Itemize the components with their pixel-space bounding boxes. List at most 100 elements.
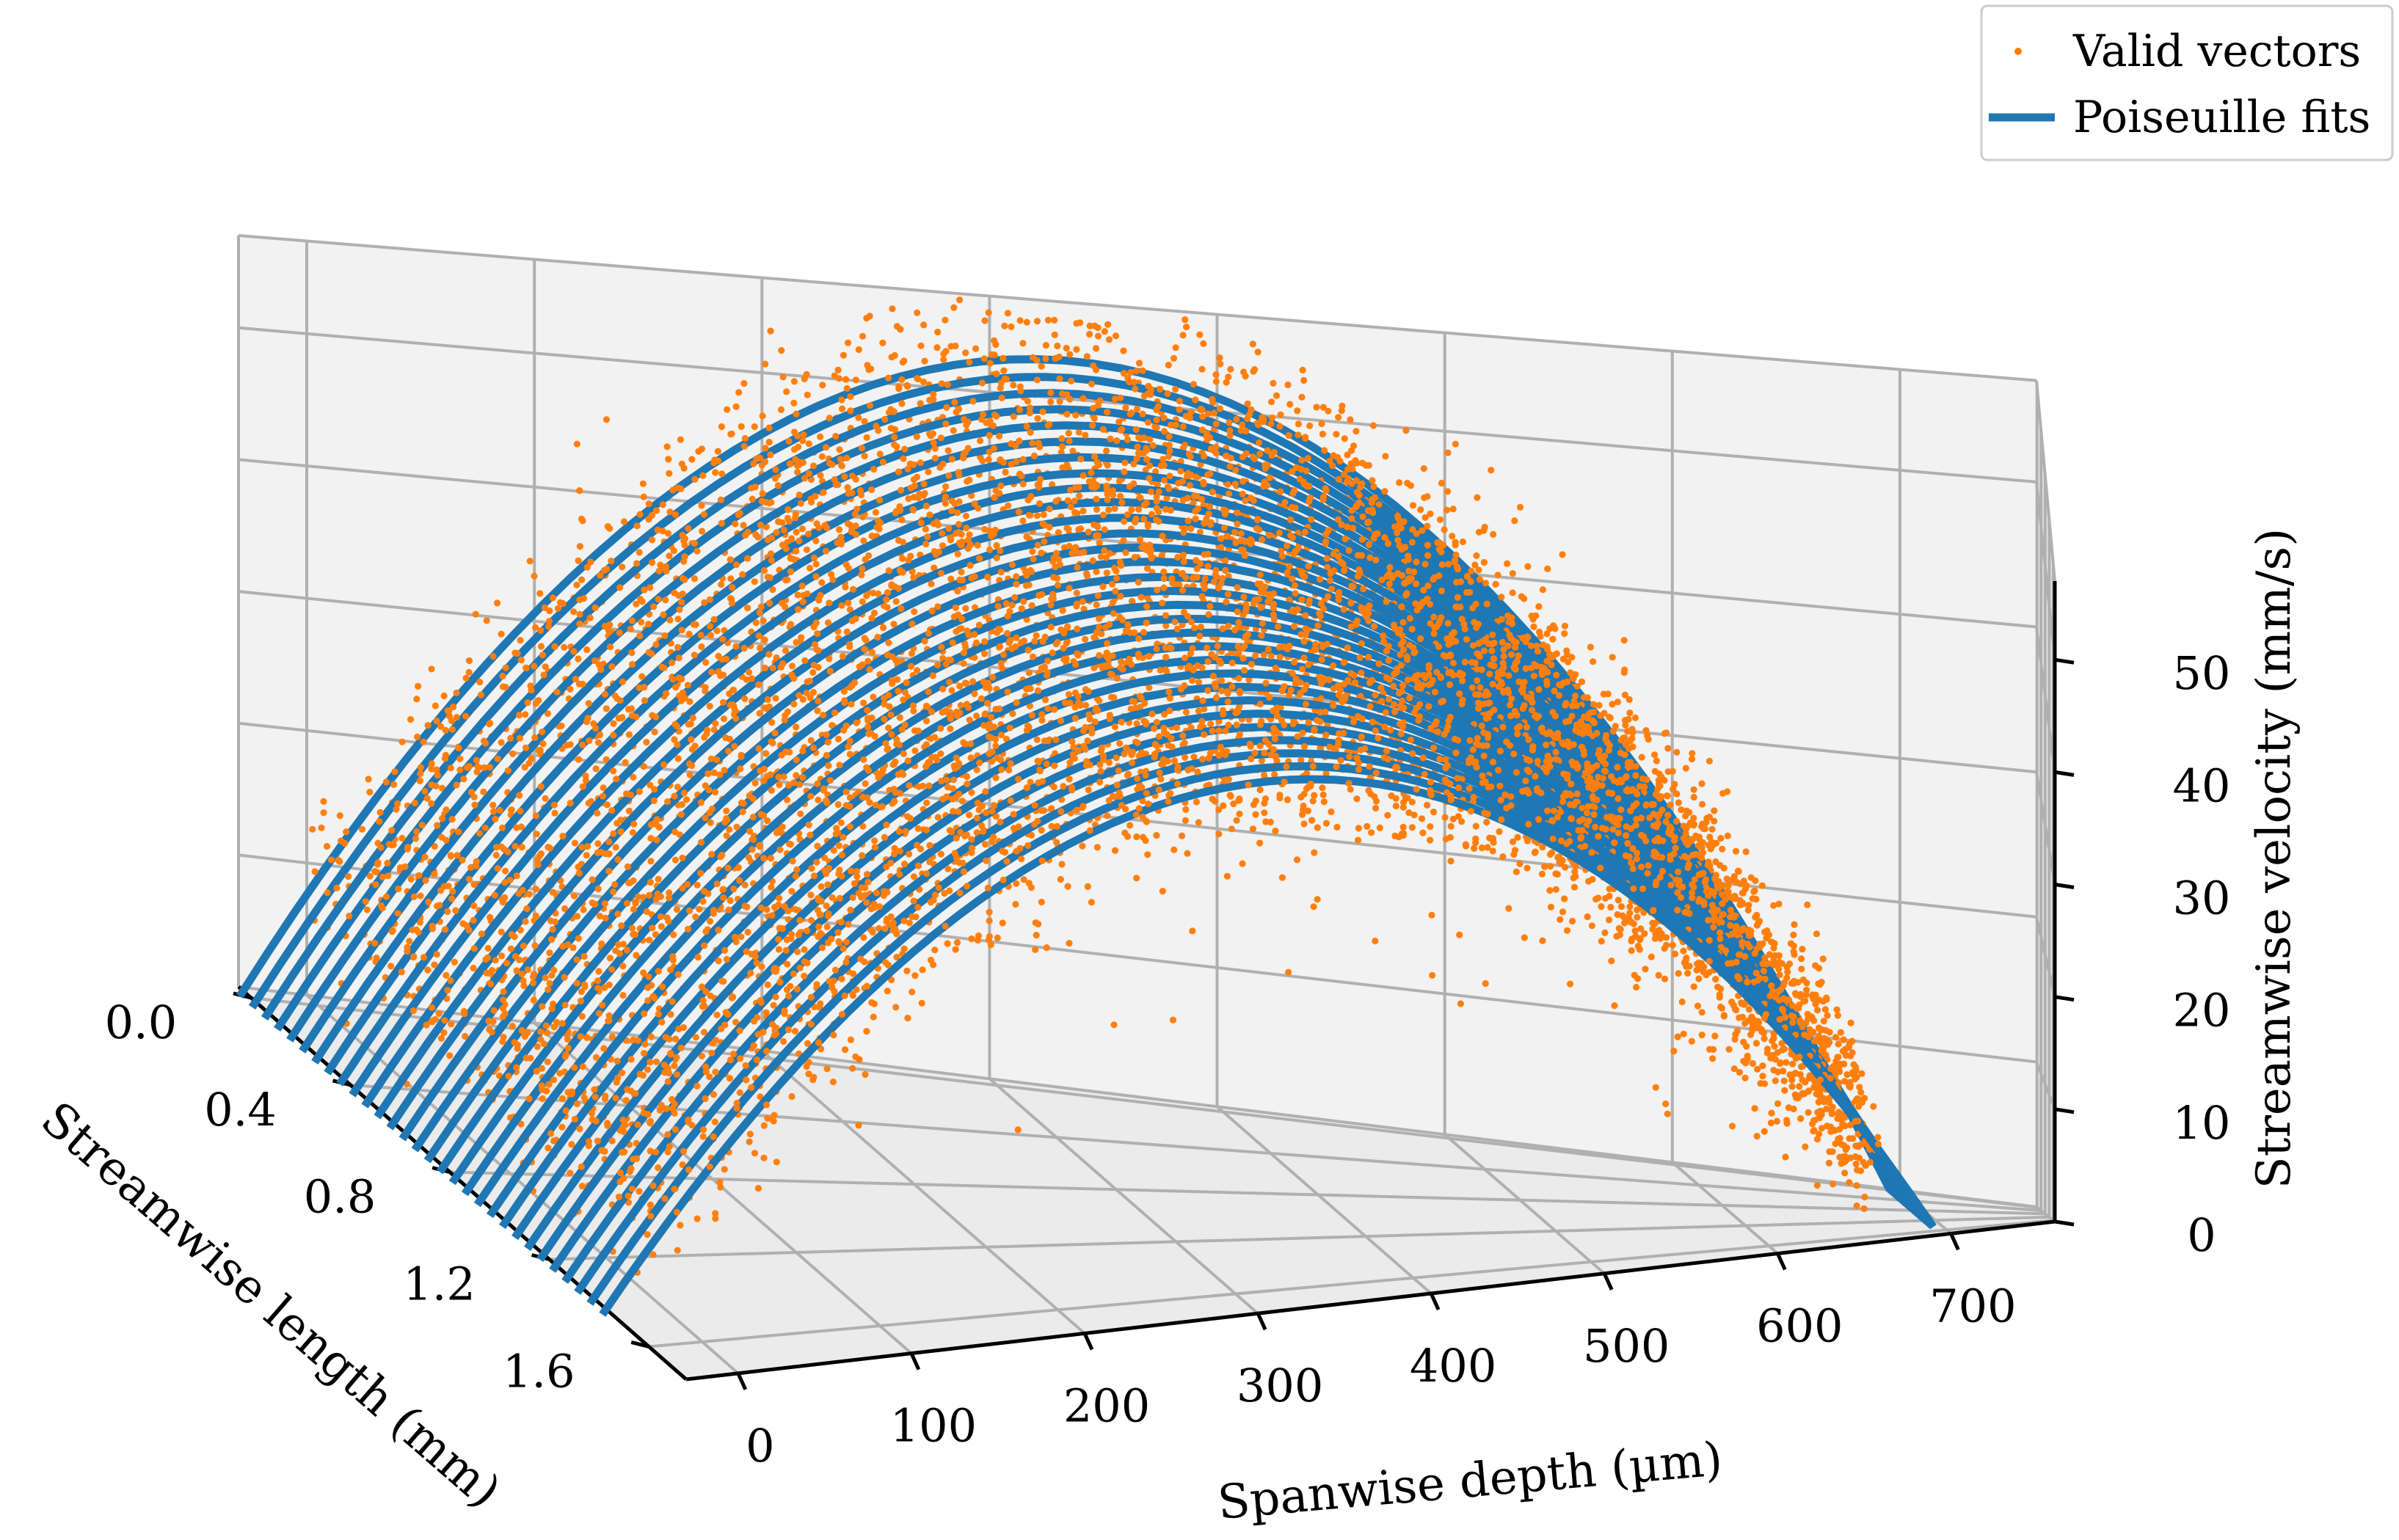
valid-vector-point	[679, 854, 686, 861]
valid-vector-point	[971, 573, 978, 580]
valid-vector-point	[665, 456, 672, 463]
valid-vector-point	[678, 676, 685, 683]
valid-vector-point	[576, 620, 583, 627]
valid-vector-point	[1396, 479, 1403, 486]
valid-vector-point	[1284, 542, 1291, 550]
valid-vector-point	[1500, 646, 1507, 653]
valid-vector-point	[740, 522, 747, 529]
valid-vector-point	[417, 892, 424, 899]
valid-vector-point	[1083, 353, 1091, 360]
valid-vector-point	[532, 700, 539, 707]
valid-vector-point	[647, 821, 655, 828]
valid-vector-point	[790, 446, 798, 453]
valid-vector-point	[1261, 589, 1268, 596]
valid-vector-point	[632, 899, 639, 907]
valid-vector-point	[706, 596, 713, 604]
valid-vector-point	[953, 530, 960, 537]
valid-vector-point	[1297, 465, 1305, 473]
valid-vector-point	[1042, 342, 1049, 349]
valid-vector-point	[1190, 381, 1197, 388]
valid-vector-point	[934, 603, 942, 610]
valid-vector-point	[517, 657, 525, 664]
valid-vector-point	[1626, 696, 1633, 704]
grid-z-side	[2035, 771, 2056, 885]
valid-vector-point	[1249, 453, 1256, 461]
valid-vector-point	[1447, 858, 1455, 865]
grid-x-floor	[989, 1077, 1259, 1315]
valid-vector-point	[1412, 600, 1419, 607]
valid-vector-point	[372, 881, 379, 888]
valid-vector-point	[545, 618, 553, 625]
valid-vector-point	[460, 776, 467, 783]
valid-vector-point	[585, 800, 592, 807]
valid-vector-point	[580, 906, 587, 913]
valid-vector-point	[1403, 590, 1410, 597]
valid-vector-point	[1509, 570, 1516, 577]
valid-vector-point	[1000, 367, 1008, 374]
valid-vector-point	[448, 1021, 455, 1028]
valid-vector-point	[1091, 415, 1098, 422]
valid-vector-point	[1408, 625, 1416, 633]
valid-vector-point	[539, 1003, 546, 1010]
valid-vector-point	[1066, 940, 1073, 947]
valid-vector-point	[1013, 458, 1020, 466]
valid-vector-point	[1339, 402, 1346, 410]
valid-vector-point	[1052, 563, 1059, 571]
valid-vector-point	[1408, 539, 1416, 546]
valid-vector-point	[1080, 472, 1087, 479]
valid-vector-point	[398, 738, 406, 745]
valid-vector-point	[1115, 418, 1123, 426]
valid-vector-point	[550, 1023, 558, 1031]
valid-vector-point	[732, 403, 740, 410]
valid-vector-point	[794, 469, 801, 476]
valid-vector-point	[1082, 431, 1089, 439]
valid-vector-point	[1477, 684, 1484, 691]
valid-vector-point	[891, 434, 898, 441]
valid-vector-point	[521, 1032, 528, 1040]
valid-vector-point	[576, 610, 583, 618]
valid-vector-point	[1166, 472, 1173, 480]
valid-vector-point	[897, 326, 904, 333]
valid-vector-point	[1690, 822, 1697, 829]
valid-vector-point	[1055, 556, 1063, 563]
valid-vector-point	[584, 843, 591, 850]
x-tick	[909, 1352, 921, 1371]
valid-vector-point	[509, 750, 517, 757]
valid-vector-point	[1063, 411, 1071, 418]
valid-vector-point	[1153, 424, 1160, 431]
valid-vector-point	[945, 525, 953, 532]
valid-vector-point	[1047, 398, 1055, 406]
valid-vector-point	[610, 888, 617, 896]
valid-vector-point	[648, 536, 656, 544]
valid-vector-point	[964, 418, 972, 426]
valid-vector-point	[660, 664, 668, 671]
valid-vector-point	[494, 755, 501, 762]
valid-vector-point	[1259, 536, 1266, 544]
valid-vector-point	[1756, 944, 1764, 951]
valid-vector-point	[879, 459, 887, 466]
valid-vector-point	[955, 469, 962, 476]
valid-vector-point	[650, 797, 658, 804]
valid-vector-point	[1835, 1125, 1843, 1133]
valid-vector-point	[1490, 530, 1497, 539]
valid-vector-point	[420, 738, 427, 745]
valid-vector-point	[641, 697, 649, 704]
z-tick	[2054, 995, 2075, 1002]
valid-vector-point	[922, 540, 930, 548]
valid-vector-point	[772, 466, 779, 473]
valid-vector-point	[1595, 701, 1603, 709]
valid-vector-point	[1144, 419, 1151, 426]
valid-vector-point	[1139, 367, 1146, 374]
valid-vector-point	[1309, 798, 1317, 805]
valid-vector-point	[820, 712, 827, 719]
valid-vector-point	[1474, 494, 1481, 501]
valid-vector-point	[415, 872, 423, 879]
valid-vector-point	[1254, 420, 1262, 427]
valid-vector-point	[505, 1073, 512, 1080]
valid-vector-point	[706, 809, 713, 817]
valid-vector-point	[1250, 497, 1257, 505]
valid-vector-point	[591, 604, 599, 611]
valid-vector-point	[499, 672, 506, 680]
valid-vector-point	[858, 445, 865, 452]
valid-vector-point	[1299, 366, 1306, 373]
